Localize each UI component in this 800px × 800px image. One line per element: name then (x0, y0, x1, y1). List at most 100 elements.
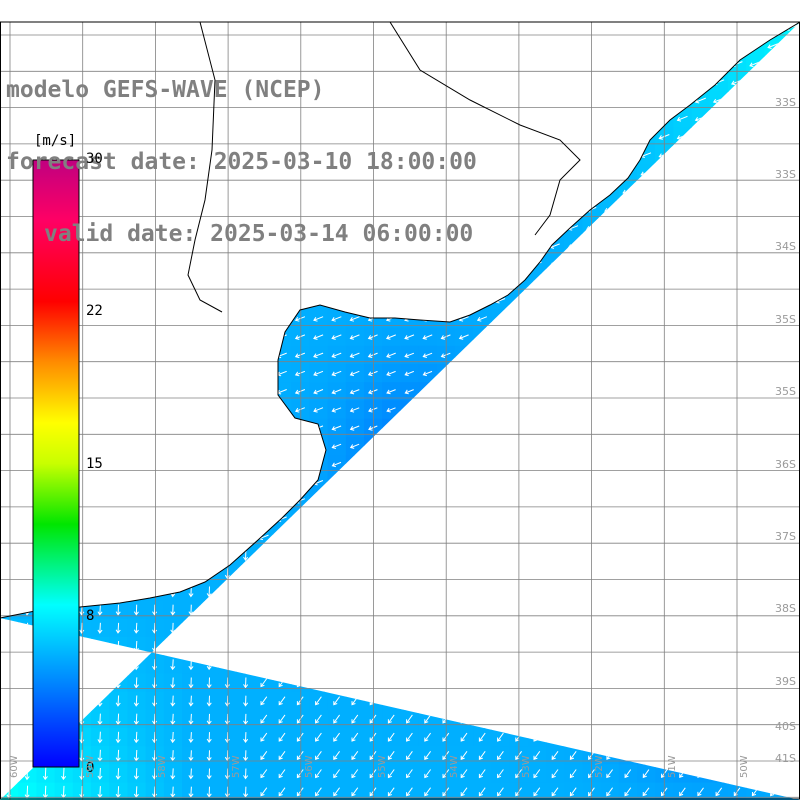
wind-arrow (278, 696, 286, 706)
wind-arrow (313, 316, 324, 322)
wind-arrow (386, 352, 396, 358)
wind-arrow (715, 787, 723, 797)
wind-arrow (387, 732, 395, 742)
wind-arrow (296, 769, 304, 779)
wind-arrow (206, 732, 212, 743)
wind-arrow (260, 696, 268, 706)
wind-arrow (569, 769, 577, 779)
wind-arrow (478, 751, 486, 761)
wind-arrow (569, 787, 577, 797)
colorbar-tick-0: 0 (86, 760, 95, 776)
wind-arrow (170, 695, 176, 707)
wind-arrow (115, 768, 121, 780)
wind-arrow (152, 622, 158, 634)
wind-arrow (404, 370, 414, 377)
wind-arrow (224, 732, 230, 743)
wind-arrow (767, 42, 780, 49)
wind-arrow (315, 787, 322, 797)
wind-arrow (278, 751, 286, 761)
wind-arrow (349, 316, 360, 322)
wind-arrow (694, 97, 706, 104)
wind-arrow (170, 731, 176, 744)
wind-arrow (331, 370, 342, 377)
wind-arrow (422, 352, 433, 358)
wind-arrow (331, 389, 342, 395)
lon-label: 51W (667, 755, 678, 778)
wind-arrow (478, 769, 486, 779)
wind-arrow (42, 767, 48, 781)
colorbar-tick-22: 22 (86, 303, 103, 319)
lat-label: 35S (775, 385, 796, 398)
wind-arrow (206, 695, 212, 707)
wind-arrow (676, 115, 688, 122)
wind-arrow (351, 732, 359, 742)
lon-label: 55W (377, 755, 388, 778)
lat-label: 35S (775, 313, 796, 326)
wind-arrow (642, 769, 650, 779)
wind-arrow (278, 787, 286, 797)
wind-arrow (569, 751, 577, 761)
lat-label: 39S (775, 675, 796, 688)
colorbar (32, 159, 80, 768)
wind-arrow (406, 714, 413, 724)
wind-arrow (333, 751, 341, 761)
lon-label: 58W (157, 755, 168, 778)
wind-arrow (278, 714, 286, 724)
wind-arrow (387, 714, 395, 724)
wind-arrow (404, 334, 415, 340)
wind-arrow (349, 425, 360, 431)
wind-arrow (243, 732, 249, 743)
wind-arrow (188, 750, 194, 762)
wind-arrow (115, 713, 121, 726)
wind-arrow (294, 407, 305, 413)
wind-arrow (333, 732, 341, 742)
wind-arrow (497, 787, 504, 797)
wind-arrow (679, 787, 686, 797)
wind-arrow (188, 713, 194, 725)
border-line (389, 21, 581, 236)
lon-label: 60W (9, 755, 20, 778)
wind-arrow (424, 787, 432, 797)
wind-arrow (313, 407, 324, 413)
wind-arrow (152, 750, 158, 762)
wind-arrow (243, 750, 249, 762)
wind-arrow (551, 787, 559, 797)
wind-arrow (296, 696, 304, 706)
wind-arrow (152, 659, 158, 671)
wind-arrow (206, 713, 212, 725)
colorbar-ramp (32, 159, 80, 768)
wind-arrow (331, 425, 342, 431)
wind-arrow (458, 334, 469, 340)
map-grid (0, 21, 800, 800)
wind-arrow (115, 695, 121, 707)
wind-arrow (313, 352, 324, 359)
wind-arrow (351, 751, 359, 761)
wind-arrow (387, 769, 395, 779)
wind-arrow (349, 370, 360, 377)
wind-arrow (224, 695, 230, 707)
lon-label: 59W (85, 755, 96, 778)
wind-arrow (533, 751, 541, 761)
wind-arrow (333, 714, 341, 724)
colorbar-tick-30: 30 (86, 151, 103, 167)
wind-arrow (170, 713, 176, 725)
wind-arrow (188, 695, 194, 707)
wind-arrow (424, 714, 432, 724)
wind-arrow (406, 732, 413, 742)
coastline-line (0, 21, 800, 619)
wind-arrow (313, 389, 324, 395)
wind-arrow (243, 713, 249, 725)
wind-arrow (331, 443, 342, 449)
wind-arrow (478, 787, 486, 797)
wind-arrow (224, 677, 230, 689)
wind-arrow (351, 714, 359, 724)
wind-arrow (424, 732, 432, 742)
wind-arrow (460, 769, 468, 779)
colorbar-tick-8: 8 (86, 608, 95, 624)
wind-arrow (294, 352, 306, 359)
wind-arrow (79, 767, 85, 780)
wind-arrow (260, 732, 268, 742)
wind-arrow (404, 389, 414, 395)
wind-arrow (152, 768, 158, 780)
